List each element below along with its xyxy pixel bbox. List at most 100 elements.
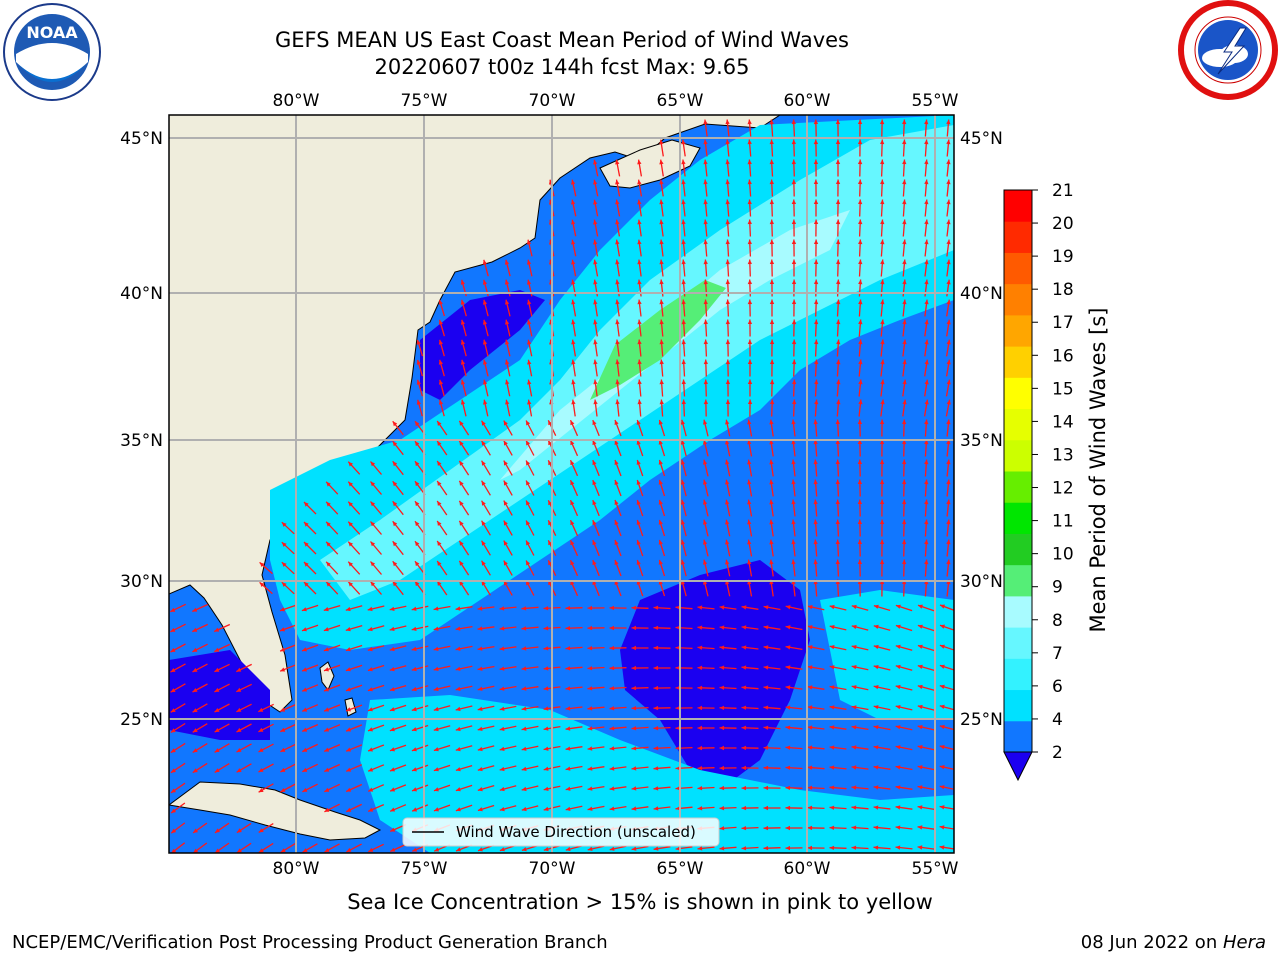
wave-arrow-head [392,441,398,447]
wave-arrow-head [389,687,395,692]
wave-arrow-head [769,519,774,525]
wave-arrow-head [658,479,663,485]
wave-arrow-head [653,846,659,851]
wave-arrow-head [873,785,879,790]
wave-arrow-head [214,667,220,672]
wave-arrow-head [747,499,752,505]
wave-arrow-head [902,399,907,405]
wave-arrow-head [703,299,708,305]
wave-arrow-head [895,705,901,710]
wave-arrow-head [455,706,461,712]
wave-arrow-head [681,299,686,305]
wave-arrow-head [924,259,929,265]
wave-arrow-head [481,540,486,546]
wave-arrow-head [813,219,819,224]
wave-arrow-head [346,807,352,812]
colorbar-segment [1004,221,1032,253]
wave-arrow-head [946,199,951,205]
wave-arrow-head [460,319,465,325]
wave-arrow-head [565,806,571,811]
wave-arrow-head [636,560,641,565]
wave-arrow-head [813,139,819,145]
wave-arrow-head [857,159,863,165]
wave-arrow-head [924,359,929,365]
wave-arrow-head [258,768,264,772]
wave-arrow-head [631,706,637,711]
wave-arrow-head [813,279,819,285]
wave-arrow-head [792,399,797,405]
wave-arrow-head [725,419,730,425]
wave-arrow-head [719,665,725,670]
wave-arrow-head [615,319,620,325]
wave-arrow-head [460,379,466,385]
wave-arrow-head [653,705,659,711]
wave-arrow-head [459,440,464,446]
wave-arrow-head [769,139,774,145]
wave-arrow-head [499,726,505,731]
wave-arrow-head [725,399,731,404]
wave-arrow-head [747,259,752,265]
wave-arrow-head [747,459,752,465]
wave-arrow-head [571,299,576,305]
wave-arrow-head [543,847,549,852]
wave-arrow-head [924,439,929,445]
wave-arrow-head [170,728,176,733]
wave-arrow-head [880,139,885,145]
wave-arrow-head [609,786,615,791]
wave-arrow-head [193,848,199,853]
wave-arrow-head [259,582,265,587]
wave-arrow-head [895,664,901,670]
wave-arrow-head [763,645,769,650]
wave-arrow-head [609,806,615,811]
wave-arrow-head [346,727,352,732]
wave-arrow-head [769,319,775,324]
wave-arrow-head [680,419,685,425]
wave-arrow-head [171,828,177,834]
wave-arrow-head [725,279,730,285]
map-frame [168,114,955,854]
wave-arrow-head [902,519,907,525]
wave-arrow-head [879,559,885,564]
wave-arrow-head [653,766,659,771]
wave-arrow-head [703,559,708,565]
wave-arrow-head [769,359,775,364]
wave-arrow-head [346,847,352,852]
wave-arrow-head [455,767,461,772]
wave-arrow-head [791,139,796,145]
wave-arrow-head [636,520,641,525]
wave-arrow-head [592,440,597,446]
wave-arrow-head [459,460,464,466]
wave-arrow-head [813,459,818,465]
wave-arrow-head [543,626,549,631]
legend-label: Wind Wave Direction (unscaled) [456,823,696,841]
wave-arrow-head [593,399,598,405]
wave-arrow-head [455,747,461,752]
colorbar-tick-label: 4 [1052,710,1063,730]
wave-arrow-head [858,319,863,325]
wave-arrow-head [747,119,752,125]
wave-arrow-head [437,581,442,586]
wave-arrow-head [192,748,198,753]
wave-arrow-head [433,706,439,712]
colorbar-segment [1004,408,1032,441]
wave-arrow-head [675,645,681,650]
wave-arrow-head [939,644,945,649]
wave-arrow-head [411,626,417,631]
wave-arrow-head [346,687,351,692]
wave-arrow-head [880,179,885,185]
wave-arrow-head [326,481,331,487]
wave-arrow-head [587,766,593,771]
wave-arrow-head [543,606,549,611]
wave-arrow-head [813,479,818,485]
colorbar-tick-label: 10 [1052,545,1074,565]
wave-arrow-head [681,359,686,365]
wave-arrow-head [477,706,483,711]
wave-arrow-head [681,219,686,225]
wave-arrow-head [747,539,752,545]
wave-arrow-head [946,359,951,365]
wave-arrow-head [697,665,703,670]
wave-arrow-head [459,480,464,486]
wave-arrow-head [791,459,796,465]
wave-arrow-head [548,520,553,526]
wave-arrow-head [609,706,615,711]
